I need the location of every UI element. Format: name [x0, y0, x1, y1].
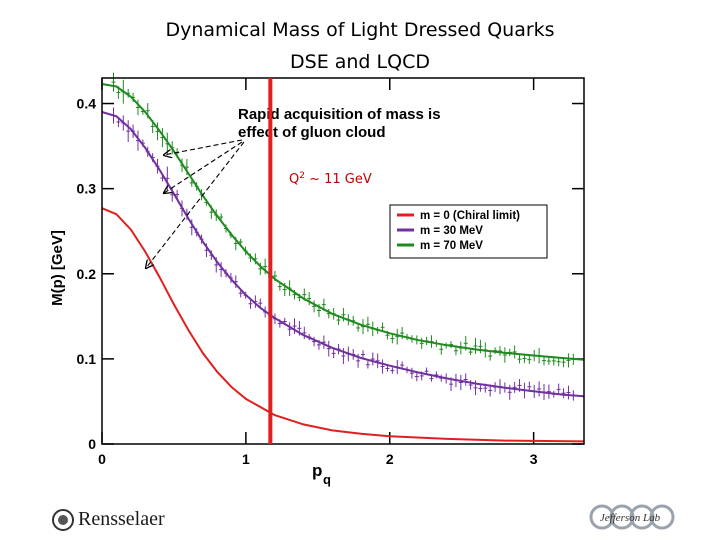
y-tick-label: 0.2	[77, 266, 97, 282]
x-tick-label: 0	[98, 451, 106, 467]
jlab-ring-2	[609, 504, 635, 530]
x-tick-label: 3	[530, 451, 538, 467]
annotation-line-2: effect of gluon cloud	[238, 124, 386, 141]
series-curve-0	[101, 207, 585, 443]
y-tick-label: 0.1	[77, 351, 97, 367]
rensselaer-seal-icon	[52, 508, 74, 531]
legend-label-chiral: m = 0 (Chiral limit)	[420, 210, 520, 222]
x-tick-label: 2	[386, 451, 394, 467]
slide-title-line-2: DSE and LQCD	[290, 51, 430, 73]
legend-label-70mev: m = 70 MeV	[420, 240, 483, 252]
annotation-line-1: Rapid acquisition of mass is	[238, 106, 441, 123]
y-axis-label: M(p) [GeV]	[49, 230, 66, 306]
jefferson-lab-logo: Jefferson Lab	[589, 504, 675, 530]
annotation-arrows	[146, 139, 245, 268]
jlab-logo-script: Jefferson Lab	[600, 512, 661, 524]
legend-label-30mev: m = 30 MeV	[420, 225, 483, 237]
plot-frame	[101, 77, 585, 445]
x-tick-label: 1	[242, 451, 250, 467]
mass-function-chart: 0 1 2 3 0 0.1 0.2 0.3 0.4 M(p) [GeV] p q Rapid a…	[49, 72, 585, 487]
annotation-arrow-3	[146, 141, 245, 268]
legend-box	[389, 204, 548, 259]
annotation-arrow-2	[164, 141, 243, 193]
x-axis-label: p	[312, 461, 322, 480]
jlab-ring-3	[629, 504, 655, 530]
rensselaer-logo: Rensselaer	[52, 508, 165, 531]
x-axis-label-subscript: q	[323, 472, 331, 487]
y-tick-label: 0.4	[77, 96, 97, 112]
legend: m = 0 (Chiral limit) m = 30 MeV m = 70 M…	[389, 204, 548, 259]
jlab-ring-1	[589, 504, 615, 530]
q2-marker-label: Q2 ~ 11 GeV	[289, 171, 372, 187]
rensselaer-logo-text: Rensselaer	[78, 508, 165, 530]
slide-title-line-1: Dynamical Mass of Light Dressed Quarks	[165, 19, 555, 41]
y-tick-label: 0.3	[77, 181, 97, 197]
annotation-arrow-1	[164, 139, 243, 155]
jlab-ring-4	[649, 504, 675, 530]
y-tick-label: 0	[88, 436, 96, 452]
